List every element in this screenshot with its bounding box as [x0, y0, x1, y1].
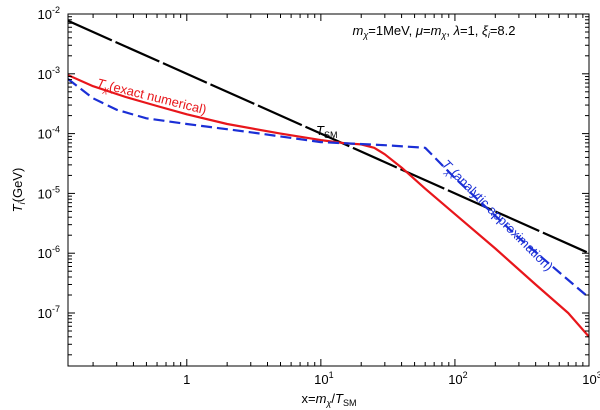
y-tick-label: 10-6	[38, 244, 60, 261]
tick-labels: 1 101 102 103 10-7 10-6 10-5 10-4 10-3 10-2	[38, 5, 600, 387]
y-axis-label: Ti​(GeV)	[10, 168, 27, 213]
series-label-tsm: TSM​	[316, 123, 337, 140]
x-tick-label: 103	[582, 370, 600, 387]
plot-frame	[67, 13, 590, 367]
plot-lines	[68, 19, 589, 338]
series-line-t-sm	[68, 19, 589, 255]
x-tick-label: 102	[448, 370, 467, 387]
x-tick-label: 101	[314, 370, 333, 387]
y-tick-label: 10-5	[38, 184, 60, 201]
axis-ticks	[68, 13, 590, 366]
x-axis-label: x=mχ​/TSM​	[302, 391, 357, 408]
y-tick-label: 10-7	[38, 304, 60, 321]
y-tick-label: 10-4	[38, 125, 60, 142]
series-line-t-analytic-approximation-	[68, 78, 589, 299]
x-tick-label: 1	[183, 372, 190, 387]
parameter-annotation: mχ​=1MeV, μ=mχ​, λ=1, ξi​=8.2	[352, 23, 515, 40]
y-tick-label: 10-3	[38, 65, 60, 82]
y-tick-label: 10-2	[38, 5, 60, 22]
